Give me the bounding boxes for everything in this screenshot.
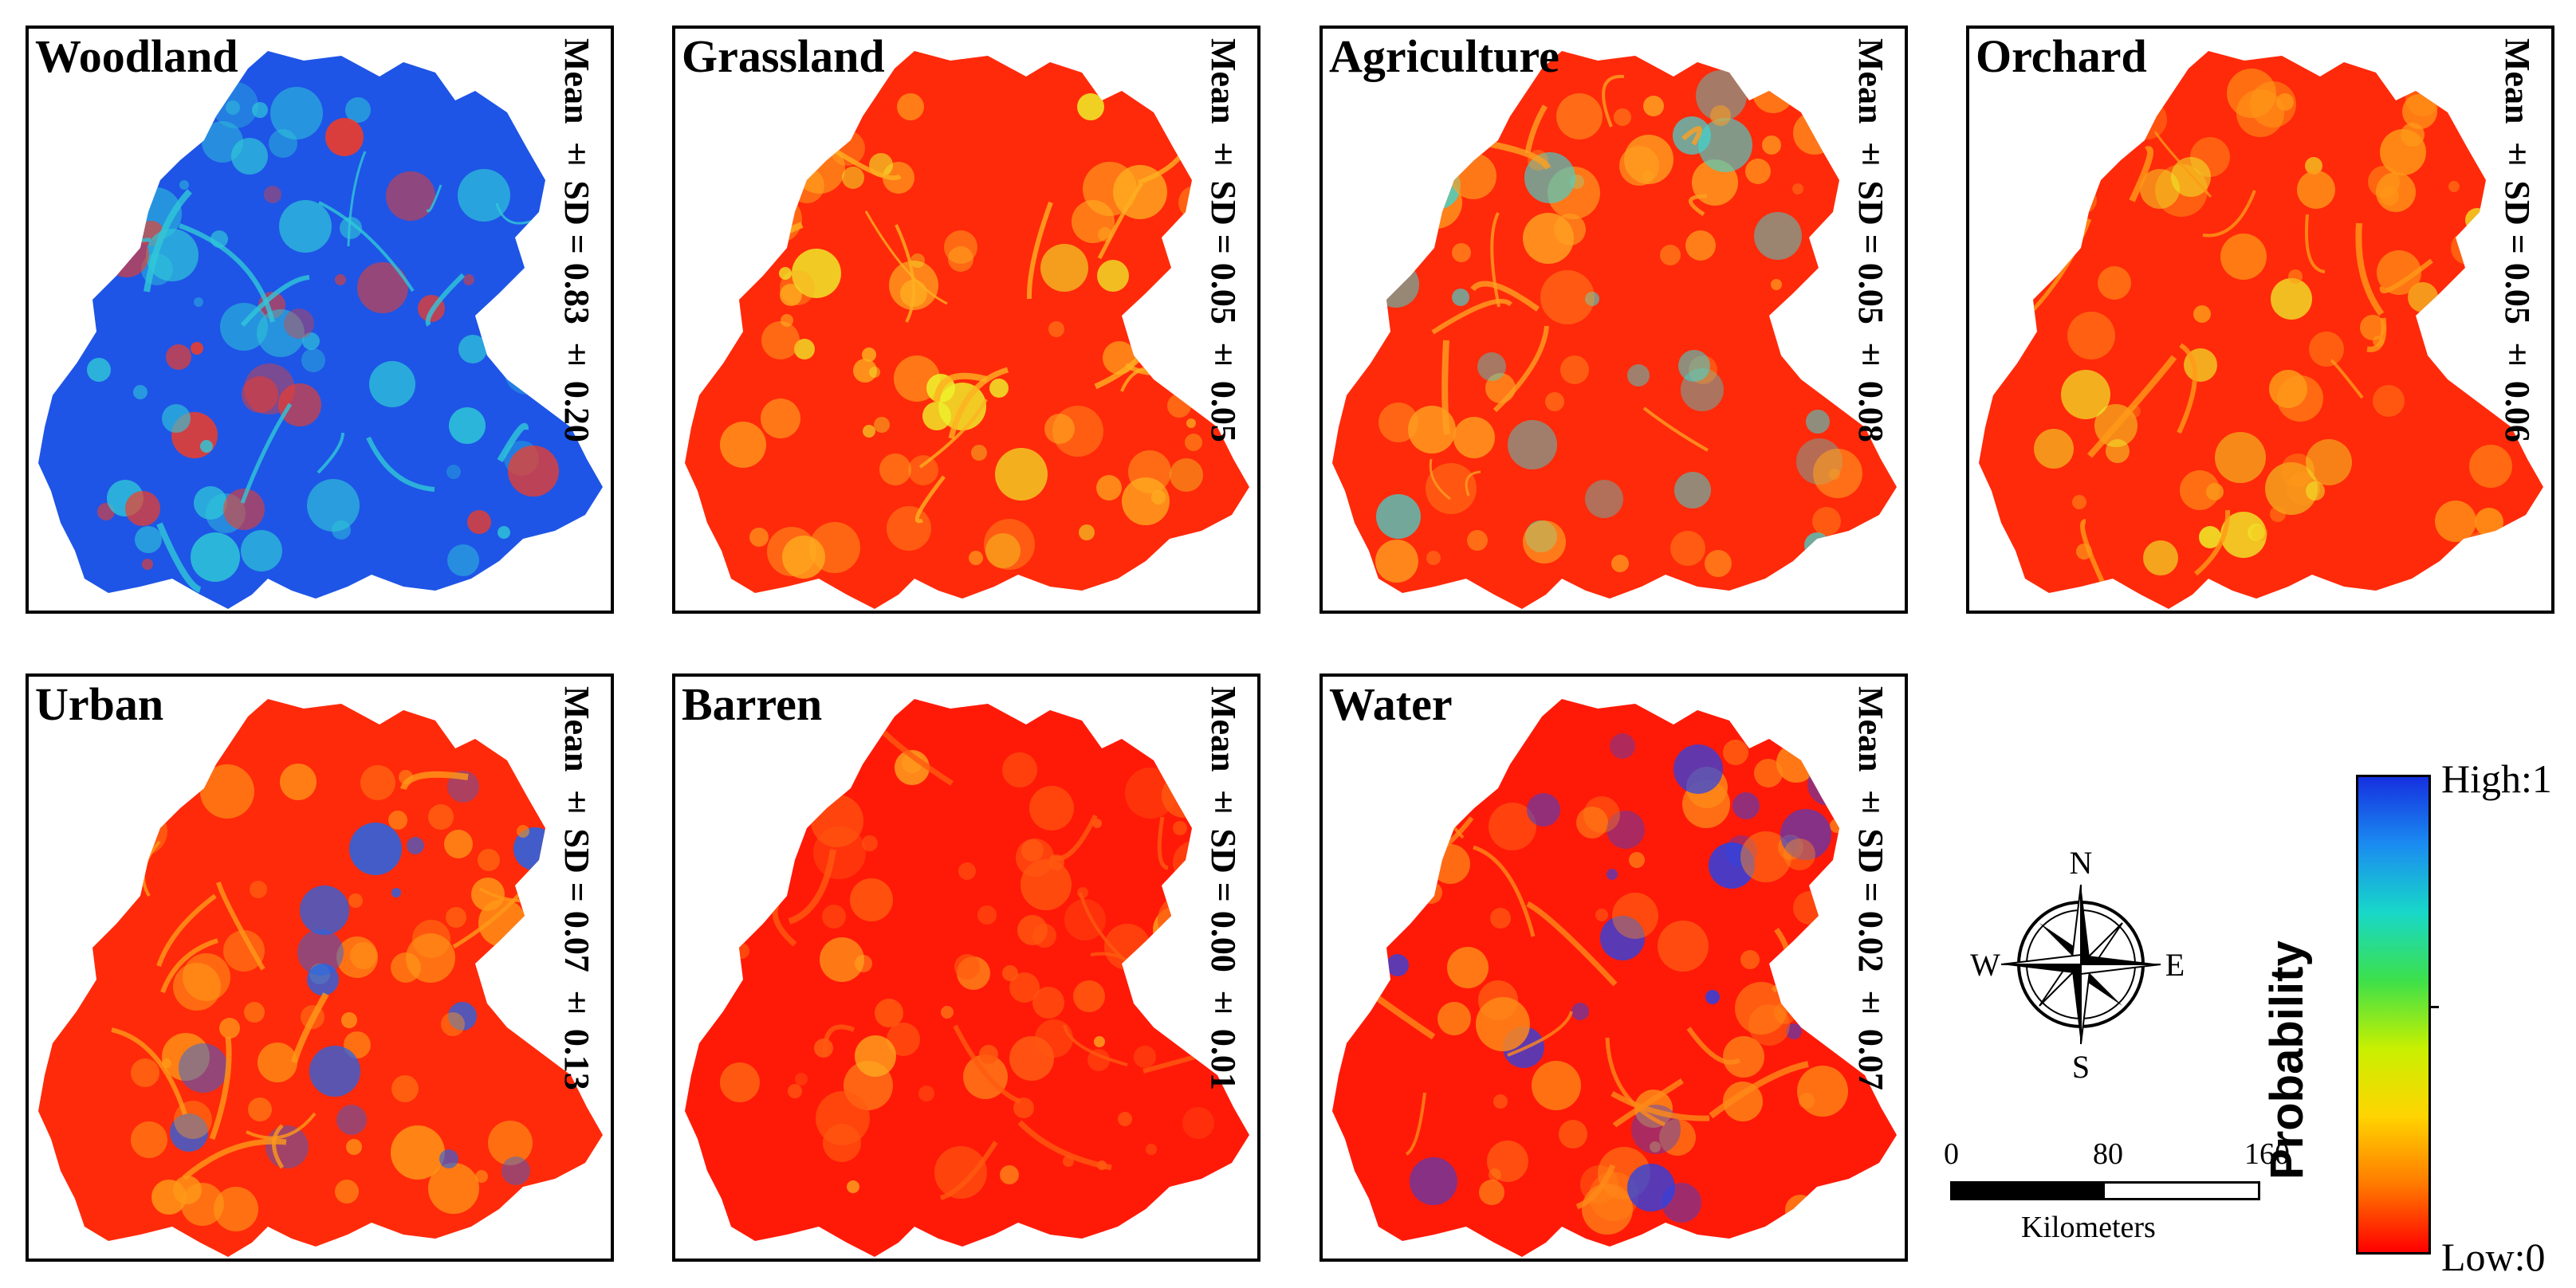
panel-title: Barren bbox=[682, 678, 823, 730]
panel-statistic: Mean ± SD = 0.05 ± 0.08 bbox=[1851, 38, 1890, 442]
compass-north-label: N bbox=[2070, 845, 2093, 881]
panel-woodland: Woodland Mean ± SD = 0.83 ± 0.20 bbox=[26, 26, 614, 614]
scale-bar-white-segment bbox=[2102, 1181, 2260, 1200]
panel-statistic: Mean ± SD = 0.07 ± 0.13 bbox=[557, 686, 596, 1090]
panel-statistic: Mean ± SD = 0.05 ± 0.05 bbox=[1204, 38, 1243, 442]
panel-title: Orchard bbox=[1976, 30, 2147, 82]
scale-bar-black-segment bbox=[1950, 1181, 2105, 1200]
compass-west-label: W bbox=[1970, 947, 2000, 983]
scale-unit-label: Kilometers bbox=[2021, 1211, 2156, 1244]
legend-high-label: High:1 bbox=[2441, 756, 2552, 801]
panel-statistic: Mean ± SD = 0.02 ± 0.07 bbox=[1851, 686, 1890, 1090]
panel-grassland: Grassland Mean ± SD = 0.05 ± 0.05 bbox=[672, 26, 1260, 614]
legend-title-text: Probability bbox=[2261, 940, 2313, 1180]
compass-south-label: S bbox=[2072, 1049, 2090, 1084]
panel-orchard: Orchard Mean ± SD = 0.05 ± 0.06 bbox=[1966, 26, 2554, 614]
panel-title: Urban bbox=[35, 678, 164, 730]
panel-statistic: Mean ± SD = 0.83 ± 0.20 bbox=[557, 38, 596, 442]
compass-east-label: E bbox=[2165, 947, 2185, 983]
probability-map-woodland bbox=[38, 51, 603, 609]
legend-low-label: Low:0 bbox=[2441, 1235, 2546, 1279]
panel-barren: Barren Mean ± SD = 0.00 ± 0.01 bbox=[672, 673, 1260, 1262]
scale-bar: 0 80 160 Kilometers bbox=[1929, 1132, 2290, 1251]
panel-title: Water bbox=[1329, 678, 1453, 730]
probability-map-orchard bbox=[1979, 51, 2543, 609]
panel-water: Water Mean ± SD = 0.02 ± 0.07 bbox=[1319, 673, 1908, 1262]
panel-statistic: Mean ± SD = 0.05 ± 0.06 bbox=[2498, 38, 2537, 442]
north-arrow-compass: N S E W bbox=[1969, 845, 2193, 1085]
panel-title: Woodland bbox=[35, 30, 238, 82]
legend-tick-mid bbox=[2431, 1006, 2439, 1008]
scale-tick-0: 0 bbox=[1944, 1137, 1959, 1171]
probability-map-grassland bbox=[685, 51, 1249, 609]
probability-map-urban bbox=[38, 699, 603, 1257]
scale-tick-160: 160 bbox=[2244, 1137, 2290, 1171]
panel-statistic: Mean ± SD = 0.00 ± 0.01 bbox=[1204, 686, 1243, 1090]
probability-map-agriculture bbox=[1332, 51, 1897, 609]
probability-map-water bbox=[1332, 699, 1897, 1257]
compass-rose-icon: N S E W bbox=[1970, 845, 2185, 1085]
probability-color-ramp bbox=[2356, 775, 2431, 1255]
probability-map-barren bbox=[685, 699, 1249, 1257]
panel-title: Grassland bbox=[682, 30, 885, 82]
scale-tick-80: 80 bbox=[2093, 1137, 2123, 1171]
legend-title: Probability bbox=[2260, 940, 2340, 1180]
panel-agriculture: Agriculture Mean ± SD = 0.05 ± 0.08 bbox=[1319, 26, 1908, 614]
panel-title: Agriculture bbox=[1329, 30, 1559, 82]
panel-urban: Urban Mean ± SD = 0.07 ± 0.13 bbox=[26, 673, 614, 1262]
